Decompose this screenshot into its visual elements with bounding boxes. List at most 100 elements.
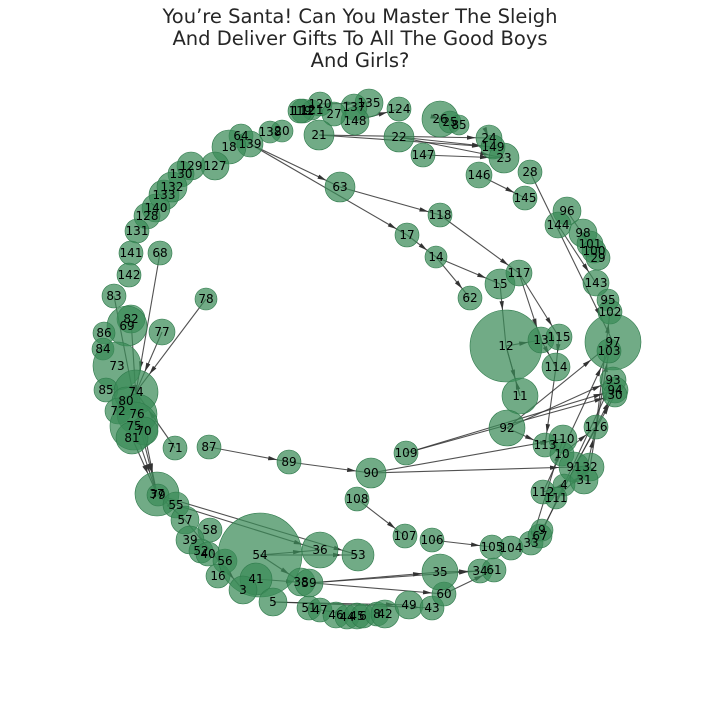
edge-arrowhead-92-97: [582, 359, 592, 368]
node-label-49: 49: [401, 598, 416, 612]
node-label-41: 41: [248, 572, 263, 586]
node-label-21: 21: [311, 128, 326, 142]
node-label-128: 128: [136, 209, 159, 223]
node-label-28: 28: [522, 165, 537, 179]
node-label-24: 24: [481, 131, 496, 145]
node-label-37: 37: [149, 487, 164, 501]
edge-38-60: [300, 581, 445, 595]
node-label-9: 9: [538, 523, 546, 537]
node-label-92: 92: [499, 421, 514, 435]
figure-title-line-3: And Girls?: [310, 49, 410, 72]
node-label-127: 127: [204, 159, 227, 173]
edge-90-110: [370, 438, 564, 474]
edge-arrowhead-81-37: [142, 464, 149, 474]
node-label-8: 8: [373, 607, 381, 621]
node-label-113: 113: [534, 438, 557, 452]
node-label-29: 29: [590, 251, 605, 265]
edge-arrowhead-92-113: [524, 434, 535, 441]
node-111: [544, 486, 568, 510]
node-label-68: 68: [152, 246, 167, 260]
node-label-6: 6: [359, 609, 367, 623]
node-label-112b: 112: [532, 485, 555, 499]
edge-arrowhead-38-60: [422, 590, 433, 595]
node-103: [596, 338, 622, 364]
node-label-40: 40: [200, 547, 215, 561]
node-label-120: 120: [309, 97, 332, 111]
node-label-27: 27: [326, 107, 341, 121]
node-label-138: 138: [259, 125, 282, 139]
edge-arrowhead-15-12: [499, 300, 504, 311]
node-label-4: 4: [560, 478, 568, 492]
node-label-115: 115: [548, 330, 571, 344]
node-label-11: 11: [512, 389, 527, 403]
node-label-149: 149: [482, 140, 505, 154]
edge-arrowhead-91-30: [602, 405, 610, 415]
node-label-91: 91: [566, 460, 581, 474]
node-label-26: 26: [432, 112, 447, 126]
node-label-20: 20: [274, 124, 289, 138]
node-label-83: 83: [106, 289, 121, 303]
node-label-31: 31: [576, 473, 591, 487]
node-label-59: 59: [301, 576, 316, 590]
edge-arrowhead-112b-97: [595, 367, 602, 377]
node-label-39: 39: [182, 533, 197, 547]
node-label-18: 18: [221, 140, 236, 154]
node-label-139: 139: [239, 137, 262, 151]
node-label-3: 3: [239, 583, 247, 597]
node-label-137: 137: [343, 100, 366, 114]
node-label-118: 118: [429, 208, 452, 222]
node-92: [488, 409, 526, 447]
node-68: [147, 240, 173, 266]
edge-arrowhead-77-74: [144, 362, 151, 372]
node-5: [258, 587, 288, 617]
node-label-71: 71: [167, 441, 182, 455]
edge-arrowhead-14-15: [477, 272, 487, 279]
edge-arrowhead-21-24: [466, 135, 477, 140]
node-117: [505, 259, 533, 287]
node-label-104: 104: [500, 541, 523, 555]
node-63: [324, 171, 356, 203]
node-label-135: 135: [358, 96, 381, 110]
node-label-25: 25: [442, 115, 457, 129]
node-label-129: 129: [180, 159, 203, 173]
node-9: [530, 518, 554, 542]
node-132: [156, 171, 188, 203]
node-label-87: 87: [201, 440, 216, 454]
node-label-102: 102: [599, 305, 622, 319]
node-label-13: 13: [533, 333, 548, 347]
node-label-69: 69: [119, 319, 134, 333]
node-label-110: 110: [552, 432, 575, 446]
edge-arrowhead-17-14: [418, 243, 428, 251]
node-label-101: 101: [579, 237, 602, 251]
node-label-17: 17: [399, 228, 414, 242]
node-label-85b: 85: [98, 383, 113, 397]
node-124: [386, 96, 412, 122]
node-114: [541, 352, 571, 382]
edge-arrowhead-76-37: [147, 463, 152, 473]
node-81: [115, 421, 149, 455]
node-label-45: 45: [349, 609, 364, 623]
node-label-130: 130: [170, 167, 193, 181]
node-label-132: 132: [161, 180, 184, 194]
node-label-121: 121: [301, 103, 324, 117]
edge-arrowhead-14-62: [454, 280, 463, 289]
edge-arrowhead-147-23: [479, 154, 490, 160]
node-27: [321, 101, 347, 127]
node-17: [394, 222, 420, 248]
node-label-34: 34: [472, 564, 487, 578]
node-144: [544, 211, 572, 239]
node-label-98: 98: [575, 226, 590, 240]
node-61: [481, 557, 507, 583]
node-label-93: 93: [605, 373, 620, 387]
node-145: [512, 185, 538, 211]
node-label-30: 30: [607, 388, 622, 402]
figure-title-line-1: You’re Santa! Can You Master The Sleigh: [162, 5, 558, 28]
node-label-96: 96: [559, 204, 574, 218]
node-108: [344, 486, 370, 512]
node-label-108: 108: [346, 492, 369, 506]
node-109: [393, 440, 419, 466]
node-label-90: 90: [363, 466, 378, 480]
node-label-124: 124: [388, 102, 411, 116]
